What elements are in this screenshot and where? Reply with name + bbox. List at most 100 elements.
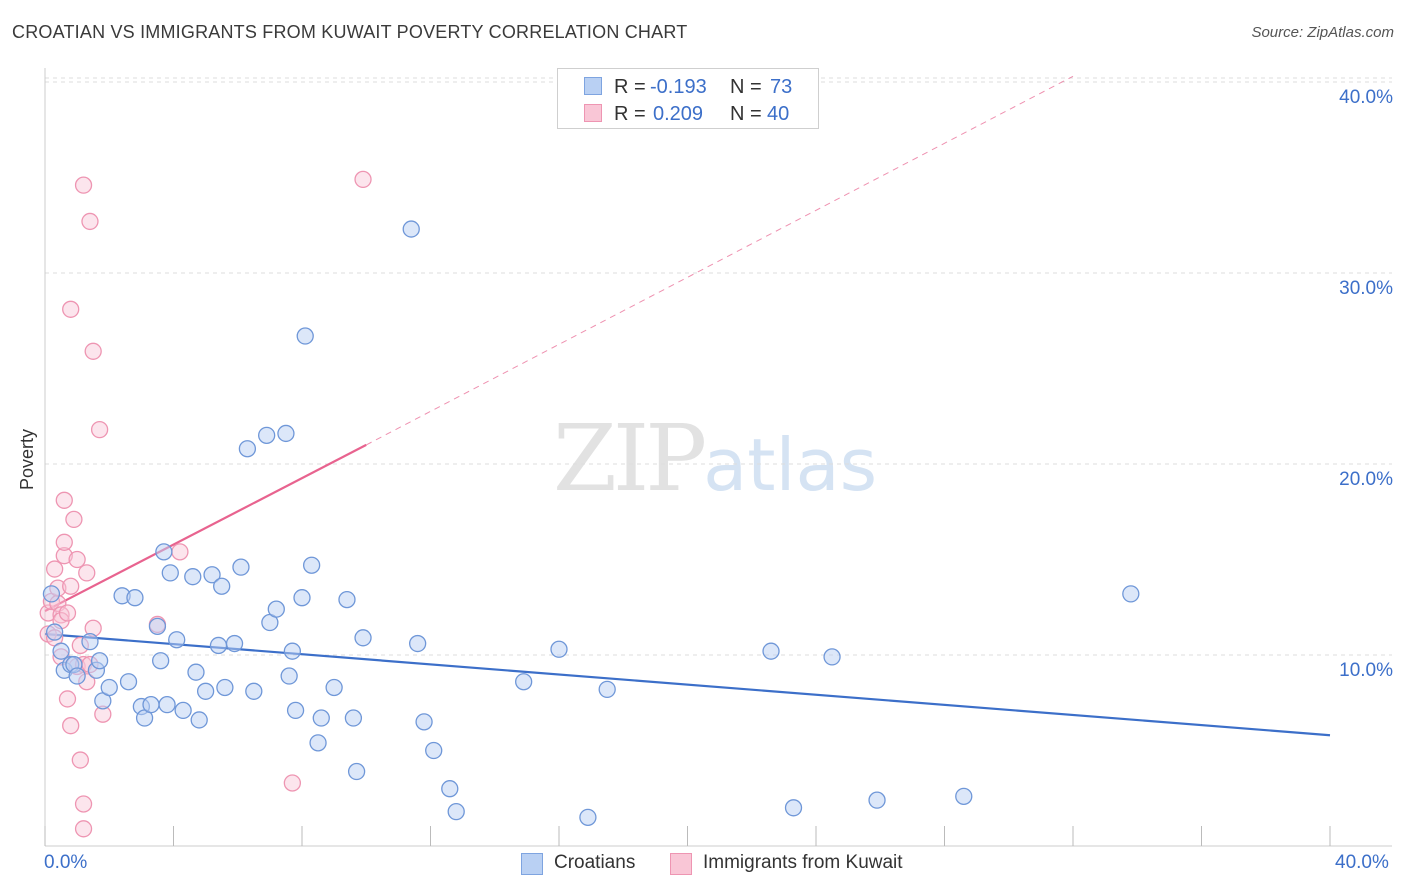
correlation-legend: R = -0.193 N = 73 R = 0.209 N = 40 — [557, 68, 819, 129]
point-croatian — [100, 678, 118, 697]
point-kuwait — [55, 533, 73, 551]
point-croatian — [415, 713, 433, 731]
bottom-legend-label: Croatians — [554, 852, 636, 873]
point-croatian — [238, 440, 257, 458]
point-croatian — [762, 642, 780, 660]
point-croatian — [347, 762, 366, 781]
axes — [44, 68, 1392, 847]
point-croatian — [312, 709, 330, 727]
point-croatian — [196, 682, 215, 700]
legend-swatch-blue — [584, 77, 602, 95]
point-croatian — [293, 589, 311, 607]
bottom-legend-swatch-pink — [670, 853, 692, 875]
point-croatian — [126, 589, 144, 607]
point-kuwait — [78, 564, 96, 582]
y-axis-title: Poverty — [17, 428, 37, 490]
point-croatian — [52, 642, 70, 660]
point-kuwait — [62, 717, 80, 735]
source-label: Source: ZipAtlas.com — [1251, 24, 1394, 41]
legend-r-value: -0.193 — [650, 76, 707, 98]
point-croatian — [209, 636, 228, 655]
point-croatian — [598, 680, 616, 699]
point-croatian — [338, 590, 356, 609]
point-kuwait — [84, 342, 102, 360]
point-croatian — [550, 640, 568, 658]
point-croatian — [784, 799, 803, 817]
legend-r-value: 0.209 — [653, 103, 704, 125]
point-croatian — [158, 696, 176, 714]
point-croatian — [68, 667, 86, 685]
point-croatian — [225, 634, 244, 653]
legend-swatch-pink — [584, 104, 602, 122]
point-kuwait — [74, 795, 93, 813]
bottom-legend-label: Immigrants from Kuwait — [703, 852, 903, 873]
point-croatian — [344, 709, 363, 727]
point-kuwait — [58, 690, 77, 708]
point-kuwait — [71, 751, 89, 769]
point-croatian — [258, 426, 276, 445]
point-kuwait — [171, 543, 189, 561]
point-croatian — [402, 220, 420, 238]
chart-title: CROATIAN VS IMMIGRANTS FROM KUWAIT POVER… — [12, 22, 688, 42]
point-kuwait — [90, 420, 109, 439]
legend-r-label: R = — [614, 76, 646, 98]
point-croatian — [119, 673, 138, 691]
point-croatian — [232, 558, 250, 576]
point-croatian — [296, 327, 314, 345]
point-croatian — [868, 791, 886, 809]
point-croatian — [425, 741, 443, 760]
point-croatian — [286, 701, 305, 720]
point-croatian — [245, 682, 263, 700]
point-croatian — [955, 787, 973, 805]
point-croatian — [190, 711, 208, 729]
point-kuwait — [68, 550, 86, 569]
point-croatian — [354, 629, 372, 647]
point-kuwait — [81, 212, 99, 231]
x-tick-label-max: 40.0% — [1335, 852, 1389, 873]
point-croatian — [187, 663, 205, 681]
point-croatian — [161, 564, 179, 582]
point-croatian — [325, 678, 343, 697]
point-kuwait — [74, 176, 93, 194]
point-kuwait — [65, 510, 83, 529]
point-croatian — [174, 701, 192, 720]
point-croatian — [216, 678, 234, 697]
point-croatian — [515, 673, 533, 691]
point-croatian — [302, 556, 321, 574]
trend-lines — [44, 75, 1331, 737]
point-croatian — [579, 808, 597, 826]
point-kuwait — [354, 170, 372, 189]
point-croatian — [267, 600, 285, 618]
point-croatian — [823, 648, 841, 666]
watermark-atlas: atlas — [703, 423, 878, 507]
point-croatian — [280, 667, 298, 685]
legend-r-label: R = — [614, 103, 646, 125]
point-kuwait — [52, 606, 70, 624]
point-croatian — [45, 623, 64, 641]
watermark-zip: ZIP — [553, 405, 707, 512]
point-croatian — [1122, 585, 1140, 603]
point-croatian — [148, 617, 167, 635]
point-croatian — [151, 652, 170, 670]
point-croatian — [213, 577, 231, 595]
legend-n-label: N = — [730, 76, 762, 98]
point-croatian — [155, 543, 173, 561]
legend-n-value: 40 — [767, 103, 790, 125]
trend-line-kuwait — [44, 443, 367, 613]
trend-line-kuwait-extended — [366, 75, 1074, 446]
point-kuwait — [55, 547, 73, 565]
point-croatian — [447, 802, 465, 821]
legend-n-label: N = — [730, 103, 762, 125]
bottom-legend-swatch-blue — [521, 853, 543, 875]
point-croatian — [184, 568, 202, 586]
data-points — [39, 170, 1140, 838]
point-croatian — [168, 631, 186, 649]
y-tick-label-20: 20.0% — [1339, 469, 1393, 490]
point-croatian — [142, 696, 160, 714]
point-kuwait — [283, 774, 302, 792]
point-croatian — [283, 642, 302, 660]
watermark: ZIPatlas — [553, 405, 877, 512]
point-croatian — [441, 780, 459, 798]
y-tick-label-30: 30.0% — [1339, 278, 1393, 299]
point-croatian — [42, 585, 61, 603]
